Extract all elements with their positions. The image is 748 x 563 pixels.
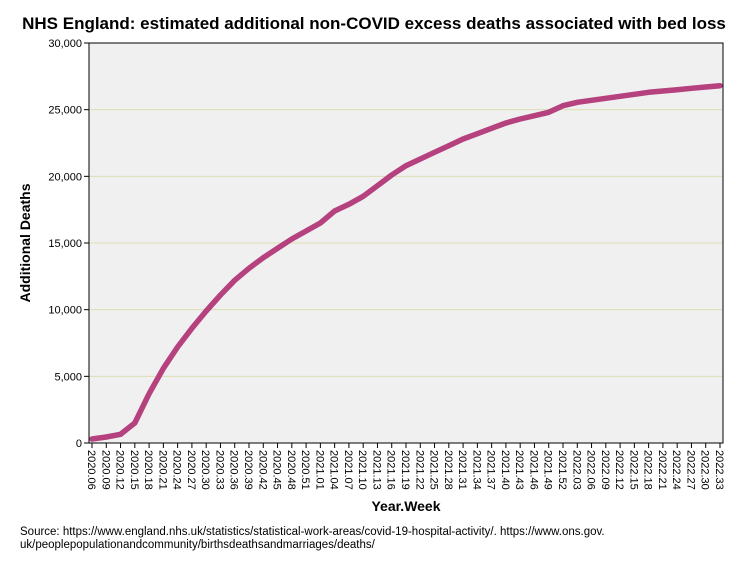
x-tick-label: 2020.45 — [271, 450, 283, 490]
x-tick-label: 2021.13 — [370, 450, 382, 490]
x-tick-label: 2021.10 — [356, 450, 368, 490]
x-tick-label: 2022.15 — [627, 450, 639, 490]
y-tick-label: 20,000 — [48, 171, 82, 183]
y-tick-label: 10,000 — [48, 305, 82, 317]
x-tick-label: 2021.49 — [542, 450, 554, 490]
x-tick-label: 2022.27 — [684, 450, 696, 490]
x-tick-label: 2020.39 — [242, 450, 254, 490]
x-tick-label: 2020.12 — [114, 450, 126, 490]
x-tick-label: 2022.21 — [656, 450, 668, 490]
series-line-additional-deaths — [89, 82, 723, 442]
x-tick-label: 2021.34 — [470, 450, 482, 490]
y-tick-label: 30,000 — [48, 38, 82, 50]
x-axis: 2020.06 2020.09 2020.12 2020.15 2020.18 2020.… — [85, 443, 725, 490]
x-tick-label: 2022.24 — [670, 450, 682, 490]
x-tick-label: 2020.18 — [142, 450, 154, 490]
x-tick-label: 2020.30 — [199, 450, 211, 490]
x-tick-label: 2020.48 — [285, 450, 297, 490]
y-axis-title: Additional Deaths — [17, 183, 33, 302]
x-tick-label: 2021.46 — [527, 450, 539, 490]
x-tick-label: 2020.15 — [128, 450, 140, 490]
plot-frame — [88, 42, 724, 444]
x-tick-label: 2021.25 — [428, 450, 440, 490]
x-tick-label: 2020.24 — [171, 450, 183, 490]
x-tick-label: 2020.36 — [228, 450, 240, 490]
x-tick-label: 2020.09 — [99, 450, 111, 490]
source-note: Source: https://www.england.nhs.uk/stati… — [20, 526, 740, 552]
x-tick-label: 2021.22 — [413, 450, 425, 490]
x-tick-label: 2020.27 — [185, 450, 197, 490]
x-tick-label: 2022.30 — [699, 450, 711, 490]
x-tick-label: 2022.12 — [613, 450, 625, 490]
source-line-2: uk/peoplepopulationandcommunity/birthsde… — [20, 539, 375, 551]
x-tick-label: 2022.06 — [585, 450, 597, 490]
x-tick-label: 2021.40 — [499, 450, 511, 490]
x-tick-label: 2022.33 — [713, 450, 725, 490]
x-tick-label: 2022.18 — [642, 450, 654, 490]
x-tick-label: 2020.51 — [299, 450, 311, 490]
x-tick-label: 2021.28 — [442, 450, 454, 490]
x-tick-label: 2020.06 — [85, 450, 97, 490]
y-tick-label: 25,000 — [48, 105, 82, 117]
source-line-1: Source: https://www.england.nhs.uk/stati… — [20, 526, 605, 538]
y-axis: 0 5,000 10,000 15,000 20,000 25,000 30,000 — [48, 38, 89, 450]
x-tick-label: 2021.52 — [556, 450, 568, 490]
gridlines — [89, 109, 723, 377]
x-tick-label: 2021.07 — [342, 450, 354, 490]
x-axis-title: Year.Week — [371, 498, 440, 514]
x-tick-label: 2020.42 — [256, 450, 268, 490]
x-tick-label: 2020.21 — [156, 450, 168, 490]
x-tick-label: 2020.33 — [213, 450, 225, 490]
x-tick-label: 2021.43 — [513, 450, 525, 490]
x-tick-label: 2021.31 — [456, 450, 468, 490]
x-tick-label: 2021.04 — [328, 450, 340, 490]
x-tick-label: 2021.37 — [485, 450, 497, 490]
x-tick-label: 2021.01 — [313, 450, 325, 490]
plot-border — [88, 42, 724, 444]
y-tick-label: 5,000 — [54, 371, 82, 383]
chart-title: NHS England: estimated additional non-CO… — [22, 14, 726, 33]
x-tick-label: 2021.16 — [385, 450, 397, 490]
x-tick-label: 2022.09 — [599, 450, 611, 490]
y-tick-label: 0 — [76, 438, 82, 450]
x-tick-label: 2022.03 — [570, 450, 582, 490]
y-tick-label: 15,000 — [48, 238, 82, 250]
x-tick-label: 2021.19 — [399, 450, 411, 490]
